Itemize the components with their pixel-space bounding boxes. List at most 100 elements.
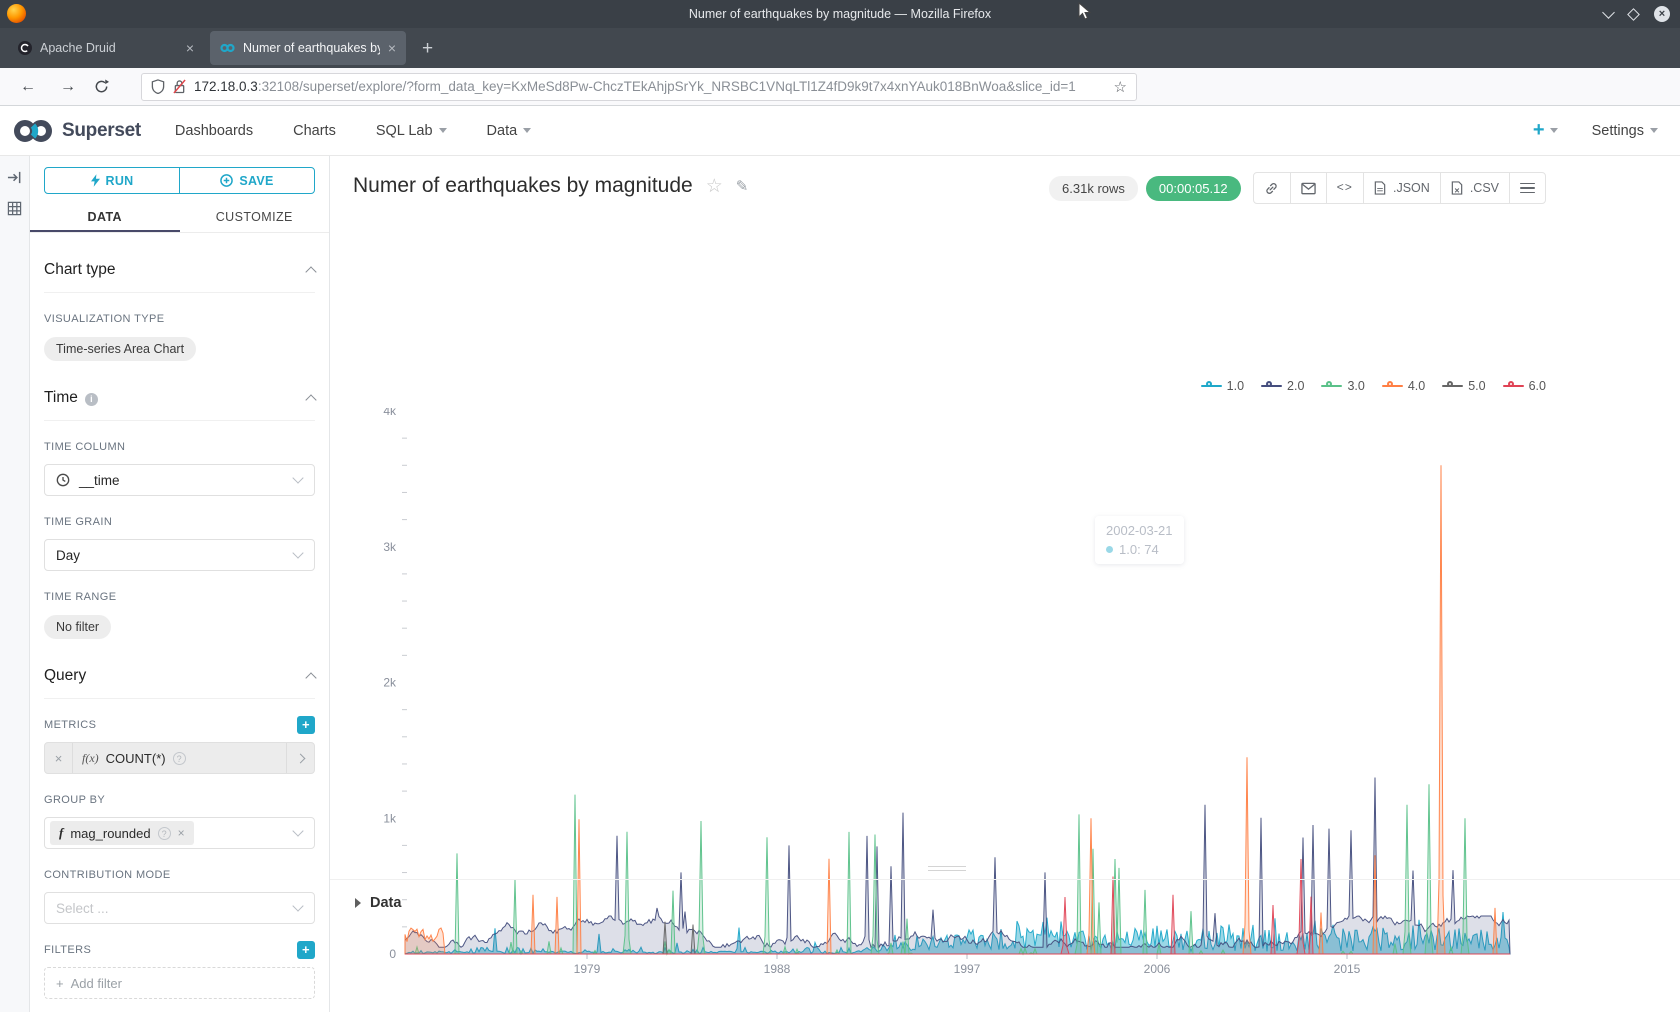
metric-control[interactable]: × f(x)COUNT(*)? <box>44 742 315 774</box>
new-item-button[interactable]: + <box>1533 119 1558 142</box>
mouse-cursor <box>1078 2 1092 22</box>
tab-close-icon[interactable]: × <box>186 40 194 56</box>
envelope-icon <box>1301 182 1316 195</box>
run-button[interactable]: RUN <box>44 167 180 194</box>
chevron-down-icon <box>439 128 447 133</box>
url-field[interactable]: 172.18.0.3:32108/superset/explore/?form_… <box>141 73 1137 101</box>
legend-item[interactable]: 1.0 <box>1201 379 1244 393</box>
bookmark-star-icon[interactable]: ☆ <box>1114 78 1127 96</box>
legend-item[interactable]: 2.0 <box>1261 379 1304 393</box>
help-icon: ? <box>158 827 171 840</box>
settings-menu[interactable]: Settings <box>1592 123 1658 139</box>
code-icon: <> <box>1337 181 1353 195</box>
dataset-grid-icon[interactable] <box>7 201 22 216</box>
groupby-value: mag_rounded <box>70 826 150 841</box>
legend-item[interactable]: 6.0 <box>1503 379 1546 393</box>
browser-tab-druid[interactable]: Apache Druid × <box>8 31 204 65</box>
forward-button[interactable]: → <box>56 78 80 96</box>
legend-marker-icon <box>1261 381 1282 391</box>
viz-type-label: VISUALIZATION TYPE <box>44 310 315 328</box>
nav-charts[interactable]: Charts <box>293 123 336 139</box>
legend-marker-icon <box>1321 381 1342 391</box>
help-icon: ? <box>173 752 186 765</box>
info-icon: i <box>85 393 98 406</box>
embed-code-button[interactable]: <> <box>1326 173 1363 203</box>
section-query[interactable]: Query <box>44 667 315 699</box>
metric-value: COUNT(*) <box>106 751 166 766</box>
add-metric-button[interactable]: + <box>297 716 315 734</box>
contribution-mode-select[interactable]: Select ... <box>44 892 315 924</box>
window-title: Numer of earthquakes by magnitude — Mozi… <box>689 7 991 21</box>
remove-metric-icon[interactable]: × <box>45 743 73 773</box>
data-panel-toggle[interactable]: Data <box>355 895 1655 911</box>
query-timer-badge: 00:00:05.12 <box>1146 176 1241 201</box>
legend-item[interactable]: 3.0 <box>1321 379 1364 393</box>
tooltip-date: 2002-03-21 <box>1106 523 1173 538</box>
metric-expand-icon[interactable] <box>286 743 314 773</box>
chevron-down-icon <box>292 900 303 911</box>
groupby-chip[interactable]: f mag_rounded ? × <box>50 821 194 845</box>
tab-data[interactable]: DATA <box>30 203 180 232</box>
nav-data[interactable]: Data <box>487 123 532 139</box>
back-button[interactable]: ← <box>16 78 40 96</box>
tab-title: Numer of earthquakes by m <box>243 41 380 55</box>
viz-type-value[interactable]: Time-series Area Chart <box>44 337 196 361</box>
groupby-control[interactable]: f mag_rounded ? × <box>44 817 315 849</box>
legend-label: 4.0 <box>1408 379 1425 393</box>
legend-item[interactable]: 5.0 <box>1442 379 1485 393</box>
favorite-star-icon[interactable]: ☆ <box>706 175 723 198</box>
section-time[interactable]: Timei <box>44 389 315 421</box>
reload-button[interactable] <box>94 79 109 94</box>
section-chart-type[interactable]: Chart type <box>44 261 315 293</box>
legend-item[interactable]: 4.0 <box>1382 379 1425 393</box>
legend-label: 3.0 <box>1347 379 1364 393</box>
series-dot-icon <box>1106 546 1113 553</box>
remove-chip-icon[interactable]: × <box>178 826 185 840</box>
panel-resize-handle[interactable] <box>928 866 966 874</box>
export-json-button[interactable]: .JSON <box>1363 173 1440 203</box>
superset-favicon <box>220 43 235 53</box>
druid-favicon <box>18 41 32 55</box>
plus-circle-icon <box>220 174 233 187</box>
new-tab-button[interactable]: + <box>422 38 433 60</box>
add-filter-button[interactable]: + <box>297 941 315 959</box>
legend-label: 5.0 <box>1468 379 1485 393</box>
caret-right-icon <box>355 898 361 908</box>
time-column-select[interactable]: __time <box>44 464 315 496</box>
link-icon <box>1264 181 1279 196</box>
superset-brand[interactable]: Superset <box>12 118 141 144</box>
nav-dashboards[interactable]: Dashboards <box>175 123 253 139</box>
tracking-protection-shield-icon[interactable] <box>151 79 165 94</box>
explore-main: RUN SAVE DATA CUSTOMIZE Chart type VISUA… <box>0 156 1680 1012</box>
chart-menu-button[interactable] <box>1509 173 1545 203</box>
window-minimize-button[interactable] <box>1602 6 1615 19</box>
legend-marker-icon <box>1503 381 1524 391</box>
tab-customize[interactable]: CUSTOMIZE <box>180 203 330 232</box>
chevron-down-icon <box>523 128 531 133</box>
window-maximize-button[interactable] <box>1627 8 1640 21</box>
time-column-label: TIME COLUMN <box>44 438 315 456</box>
chart-panel: Numer of earthquakes by magnitude ☆ ✎ 6.… <box>330 156 1680 1012</box>
window-close-button[interactable]: × <box>1654 6 1670 22</box>
firefox-logo-icon <box>7 4 26 23</box>
insecure-lock-icon[interactable] <box>173 79 186 94</box>
clock-icon <box>56 473 70 487</box>
edit-title-icon[interactable]: ✎ <box>736 177 749 195</box>
time-range-value[interactable]: No filter <box>44 615 111 639</box>
email-button[interactable] <box>1290 173 1326 203</box>
superset-logo-icon <box>12 118 54 144</box>
time-grain-select[interactable]: Day <box>44 539 315 571</box>
plus-icon: + <box>56 976 64 991</box>
tab-close-icon[interactable]: × <box>388 40 396 56</box>
chart-title: Numer of earthquakes by magnitude <box>353 174 693 198</box>
export-csv-button[interactable]: .CSV <box>1440 173 1509 203</box>
menu-icon <box>1520 183 1535 194</box>
legend-marker-icon <box>1382 381 1403 391</box>
browser-tab-superset[interactable]: Numer of earthquakes by m × <box>210 31 406 65</box>
save-button[interactable]: SAVE <box>179 167 315 194</box>
expand-datasource-panel-icon[interactable] <box>7 170 22 185</box>
function-icon: f <box>59 825 63 841</box>
add-filter-dropzone[interactable]: +Add filter <box>44 967 315 999</box>
copy-link-button[interactable] <box>1254 173 1290 203</box>
nav-sqllab[interactable]: SQL Lab <box>376 123 447 139</box>
